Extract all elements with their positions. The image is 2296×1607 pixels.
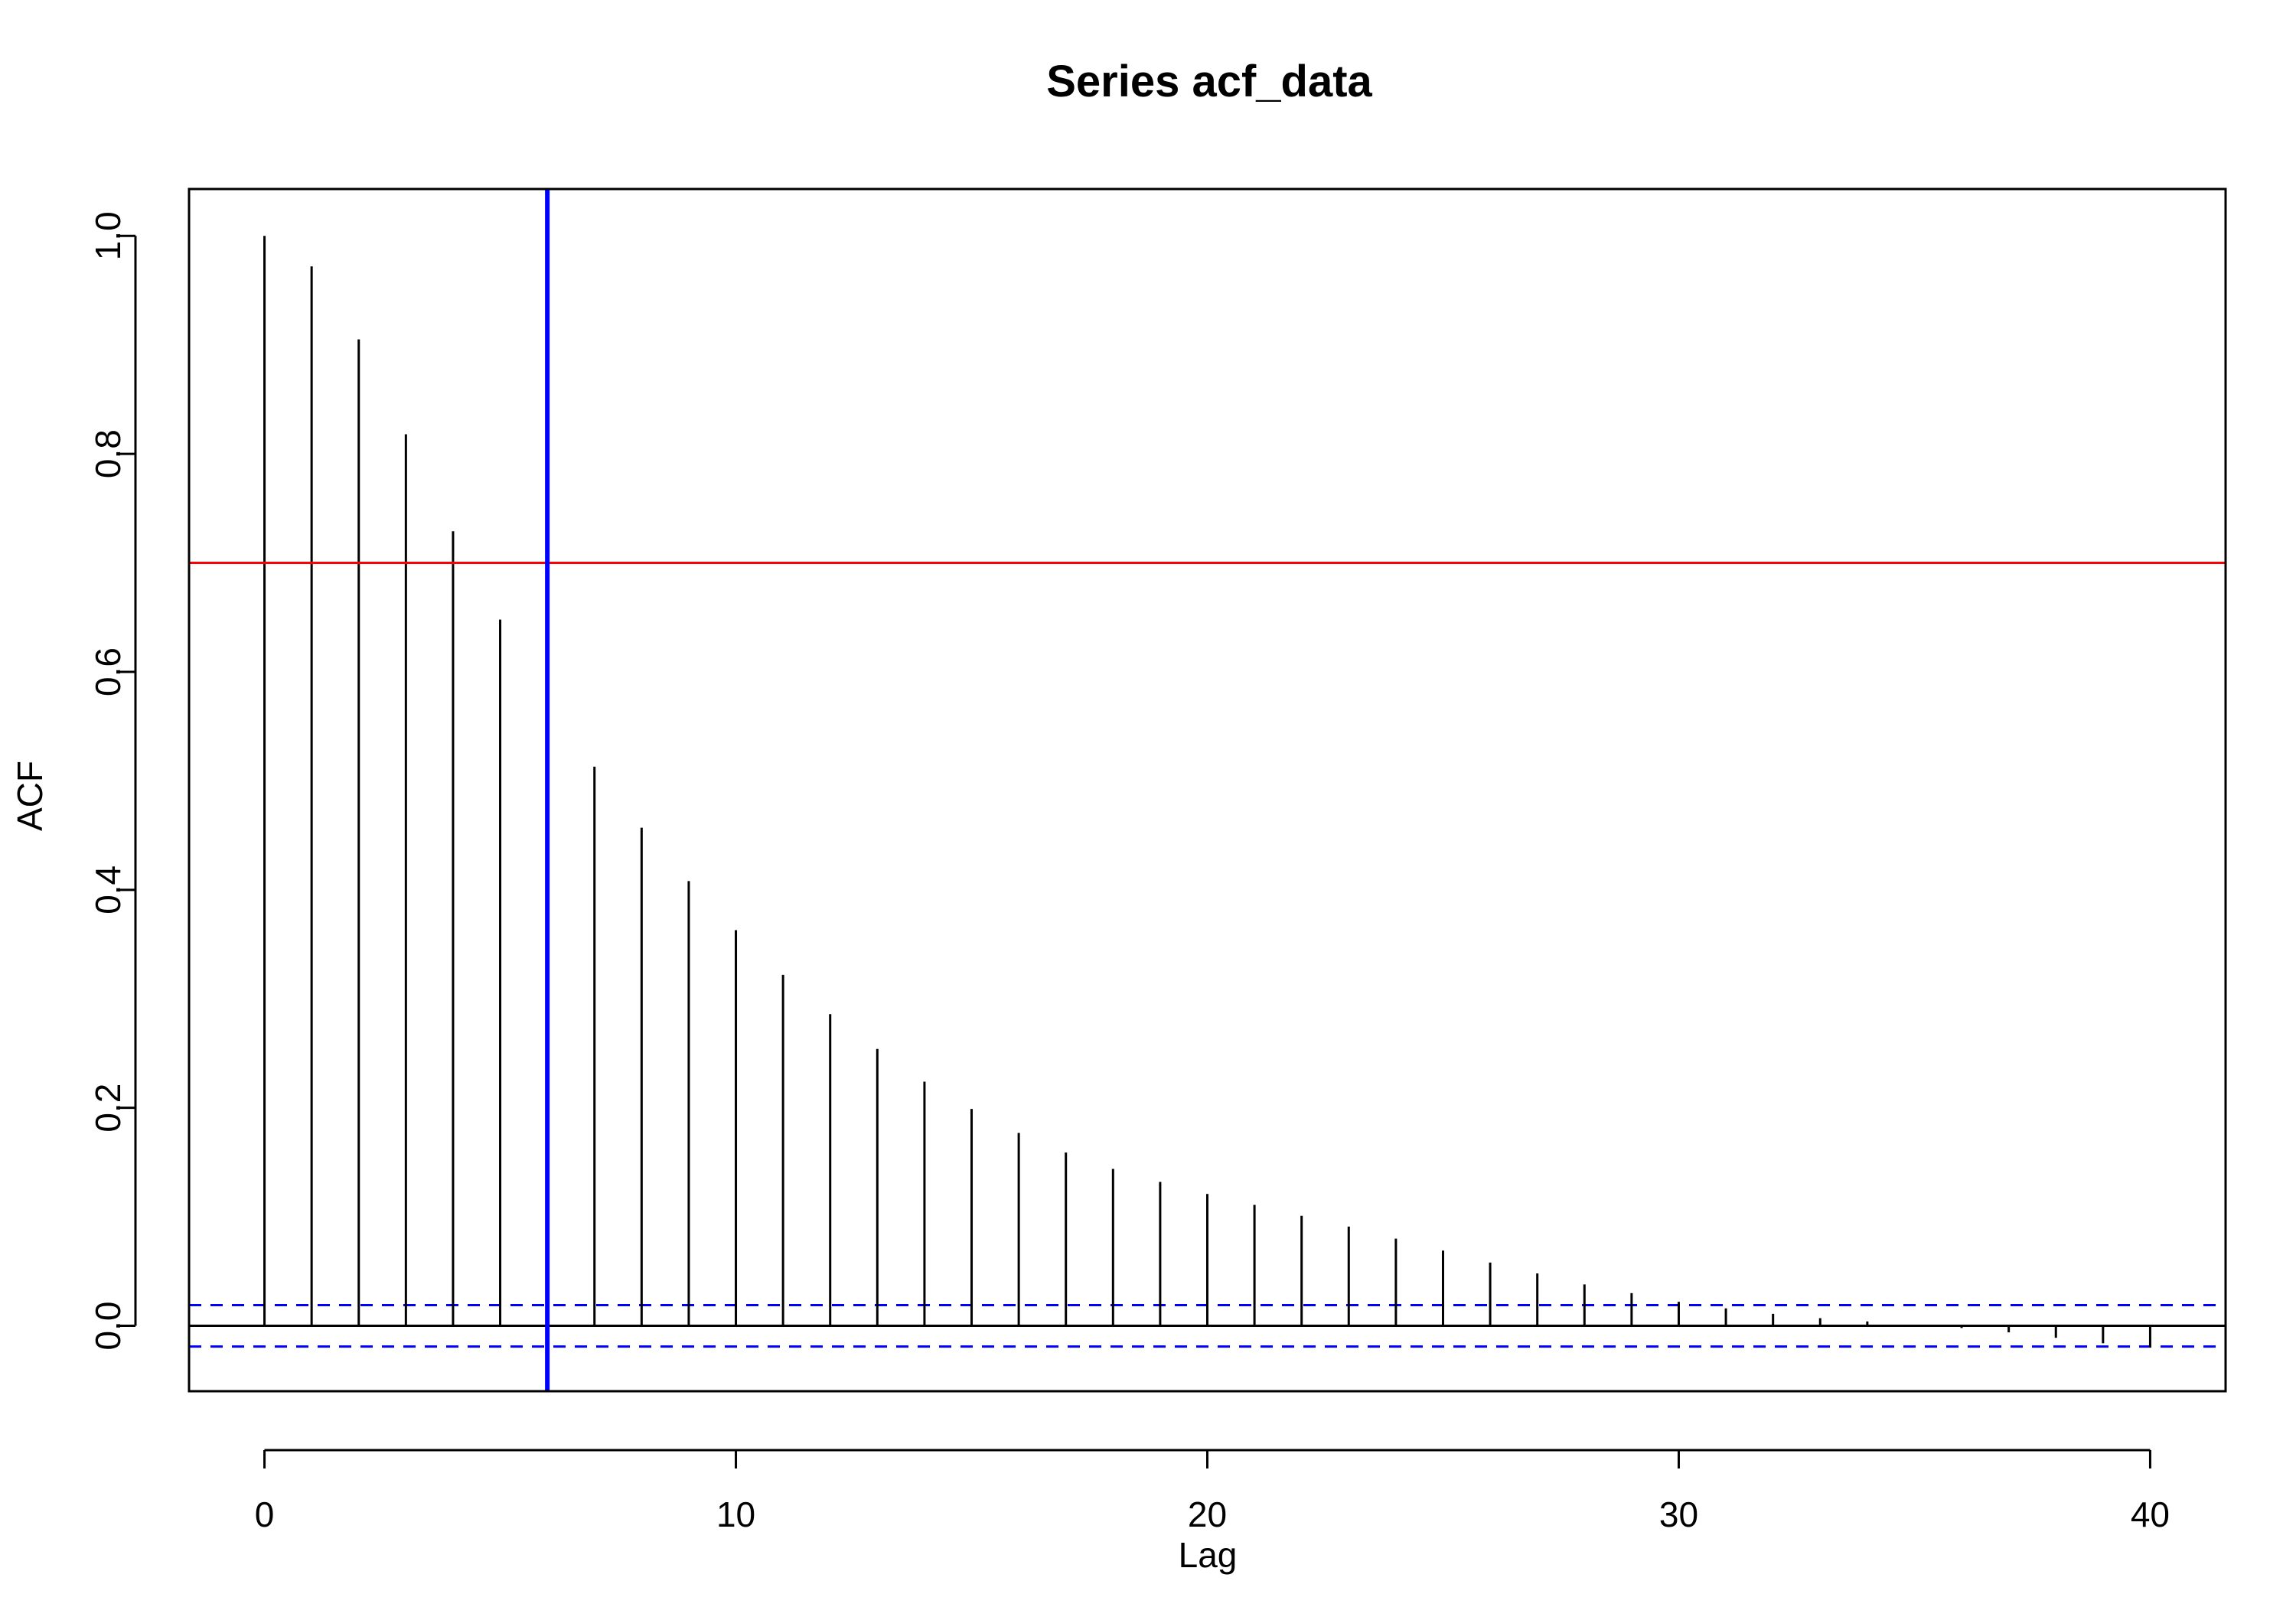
y-tick-label: 0.6 xyxy=(88,647,128,696)
plot-area xyxy=(189,189,2226,1391)
x-tick-label: 0 xyxy=(255,1495,275,1534)
y-axis-label: ACF xyxy=(10,761,50,831)
y-tick-label: 0.4 xyxy=(88,865,128,914)
x-tick-label: 40 xyxy=(2131,1495,2170,1534)
x-tick-label: 20 xyxy=(1188,1495,1227,1534)
y-tick-label: 0.0 xyxy=(88,1302,128,1351)
x-axis: 0 10 20 30 40 xyxy=(255,1449,2170,1534)
chart-title: Series acf_data xyxy=(1046,57,1372,106)
x-axis-label: Lag xyxy=(1179,1535,1238,1575)
y-tick-label: 0.8 xyxy=(88,429,128,478)
y-tick-label: 0.2 xyxy=(88,1084,128,1133)
y-tick-label: 1.0 xyxy=(88,211,128,260)
x-tick-label: 30 xyxy=(1659,1495,1698,1534)
y-axis: 0.0 0.2 0.4 0.6 0.8 1.0 xyxy=(88,211,137,1351)
x-tick-label: 10 xyxy=(716,1495,755,1534)
plot-frame xyxy=(188,187,2227,1393)
